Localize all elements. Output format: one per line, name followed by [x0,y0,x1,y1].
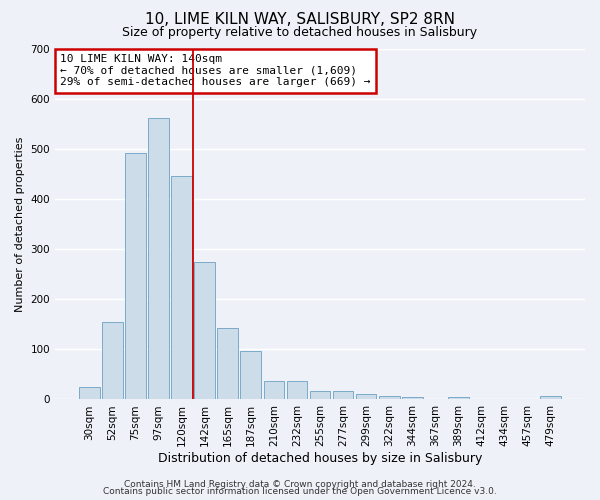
Bar [241,351,261,400]
Bar [540,396,561,400]
Text: Contains HM Land Registry data © Crown copyright and database right 2024.: Contains HM Land Registry data © Crown c… [124,480,476,489]
Bar [448,397,469,400]
Text: 10 LIME KILN WAY: 140sqm
← 70% of detached houses are smaller (1,609)
29% of sem: 10 LIME KILN WAY: 140sqm ← 70% of detach… [61,54,371,88]
Bar [263,381,284,400]
Text: Contains public sector information licensed under the Open Government Licence v3: Contains public sector information licen… [103,487,497,496]
Bar [379,396,400,400]
Text: 10, LIME KILN WAY, SALISBURY, SP2 8RN: 10, LIME KILN WAY, SALISBURY, SP2 8RN [145,12,455,28]
Bar [356,394,376,400]
X-axis label: Distribution of detached houses by size in Salisbury: Distribution of detached houses by size … [158,452,482,465]
Bar [125,153,146,400]
Bar [102,322,123,400]
Bar [310,392,331,400]
Bar [194,262,215,400]
Bar [402,398,422,400]
Y-axis label: Number of detached properties: Number of detached properties [15,136,25,312]
Text: Size of property relative to detached houses in Salisbury: Size of property relative to detached ho… [122,26,478,39]
Bar [287,382,307,400]
Bar [172,176,192,400]
Bar [148,118,169,400]
Bar [332,391,353,400]
Bar [217,328,238,400]
Bar [79,387,100,400]
